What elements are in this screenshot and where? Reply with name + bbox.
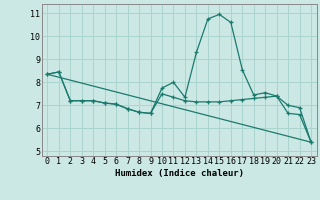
X-axis label: Humidex (Indice chaleur): Humidex (Indice chaleur)	[115, 169, 244, 178]
